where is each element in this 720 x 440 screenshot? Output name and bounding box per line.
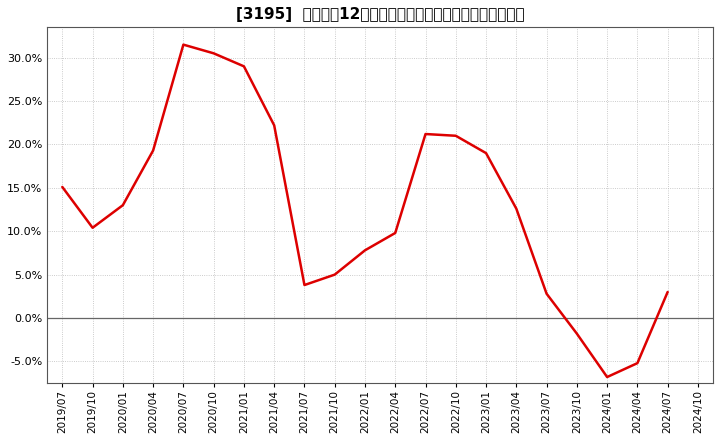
Title: [3195]  売上高の12か月移動合計の対前年同期増減率の推移: [3195] 売上高の12か月移動合計の対前年同期増減率の推移	[236, 7, 524, 22]
